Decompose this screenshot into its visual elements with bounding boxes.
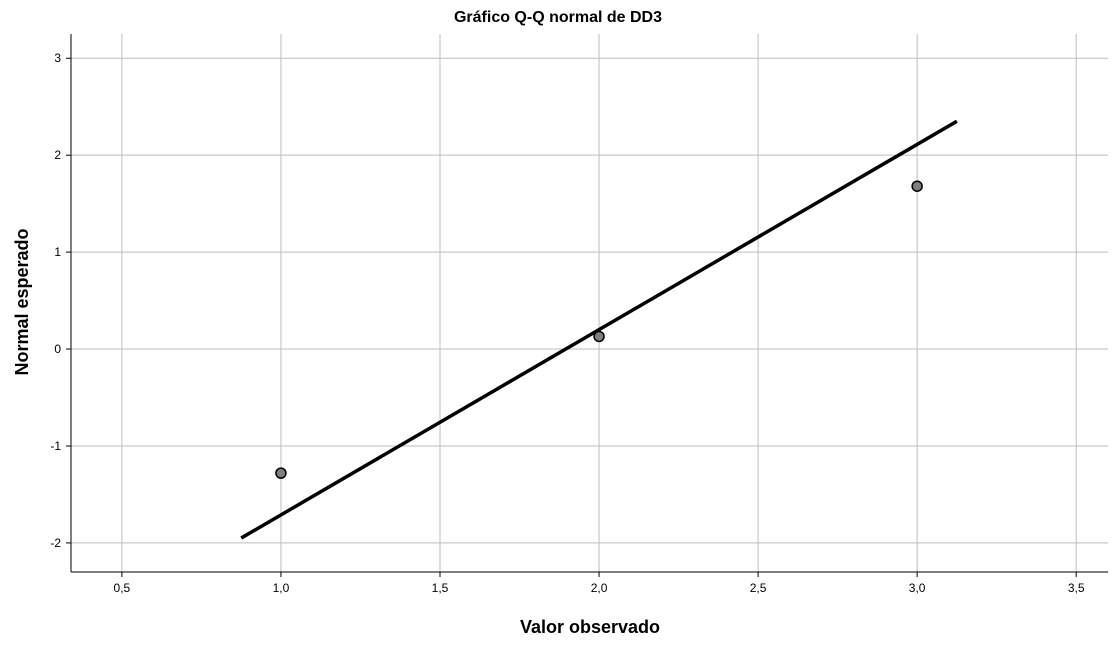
data-point [275,467,287,479]
y-tick-label: 2 [54,148,61,162]
x-tick-label: 2,5 [750,581,767,595]
data-points [275,180,923,479]
x-tick-label: 1,5 [432,581,449,595]
reference-line-layer [240,119,958,540]
y-axis-label: Normal esperado [12,228,32,375]
y-tick-label: -2 [50,536,61,550]
y-tick-label: 0 [54,342,61,356]
y-tick-label: 1 [54,245,61,259]
x-axis-label: Valor observado [520,617,660,637]
axes [66,34,1108,577]
y-tick-label: 3 [54,51,61,65]
y-tick-label: -1 [50,439,61,453]
chart-title: Gráfico Q-Q normal de DD3 [454,9,662,26]
data-point [911,180,923,192]
x-tick-label: 1,0 [273,581,290,595]
x-tick-label: 3,5 [1068,581,1085,595]
x-tick-label: 3,0 [909,581,926,595]
x-tick-label: 0,5 [114,581,131,595]
x-tick-label: 2,0 [591,581,608,595]
data-point [593,330,605,343]
reference-line [240,119,958,540]
grid [71,34,1108,572]
tick-labels: 0,5 1,0 1,5 2,0 2,5 3,0 3,5 -2 -1 0 1 2 3 [50,51,1085,595]
